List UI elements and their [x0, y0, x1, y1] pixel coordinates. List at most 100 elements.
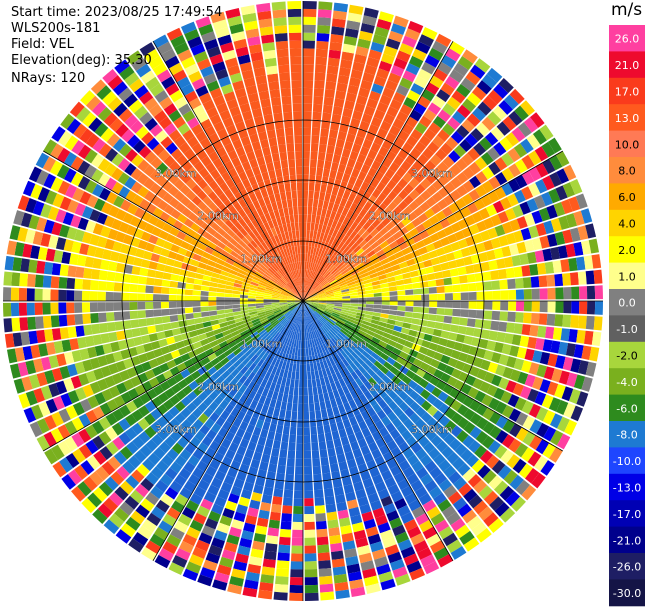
gate: [225, 374, 235, 384]
gate: [323, 424, 331, 434]
gate: [254, 336, 262, 344]
gate: [104, 476, 119, 491]
gate: [239, 420, 249, 431]
gate: [346, 158, 356, 169]
gate: [233, 381, 243, 391]
gate: [521, 447, 535, 463]
gate: [83, 324, 93, 336]
gate: [198, 167, 210, 179]
gate: [414, 183, 426, 195]
gate: [336, 501, 348, 512]
gate: [509, 474, 524, 490]
gate: [593, 269, 603, 284]
gate: [449, 69, 465, 83]
gate: [278, 536, 291, 546]
gate: [243, 259, 252, 267]
gate: [304, 490, 314, 499]
gate: [520, 138, 534, 154]
gate: [318, 302, 327, 305]
gate: [348, 283, 357, 289]
gate: [400, 512, 415, 524]
gate: [455, 258, 465, 268]
gate: [273, 407, 281, 417]
gate: [225, 337, 235, 345]
gate: [252, 248, 261, 257]
gate: [320, 258, 327, 267]
gate: [283, 256, 289, 265]
gate: [314, 223, 319, 232]
gate: [312, 111, 322, 121]
gate: [384, 267, 393, 274]
ray: [52, 301, 303, 478]
gate: [366, 249, 376, 258]
gate: [385, 422, 396, 433]
gate: [286, 346, 291, 355]
gate: [411, 276, 420, 284]
gate: [527, 451, 542, 467]
gate: [326, 299, 335, 301]
gate: [22, 180, 36, 197]
gate: [357, 403, 367, 414]
gate: [415, 352, 426, 362]
gate: [272, 293, 281, 297]
gate: [321, 384, 328, 394]
gate: [272, 104, 283, 114]
gate: [293, 119, 302, 128]
gate: [423, 108, 437, 122]
ray: [166, 27, 303, 301]
gate: [364, 246, 373, 255]
gate: [179, 224, 190, 234]
gate: [168, 129, 182, 142]
gate: [373, 393, 383, 403]
gate: [157, 428, 170, 441]
gate: [286, 283, 293, 290]
gate: [420, 307, 430, 314]
gate: [216, 309, 226, 315]
gate: [115, 262, 126, 273]
gate: [290, 271, 295, 280]
gate: [322, 343, 329, 352]
gate: [324, 271, 331, 279]
gate: [307, 278, 312, 287]
gate: [311, 339, 316, 348]
gate: [150, 340, 161, 350]
gate: [462, 468, 477, 482]
gate: [176, 288, 186, 295]
gate: [526, 198, 539, 212]
gate: [449, 163, 462, 176]
gate: [558, 370, 570, 385]
gate: [334, 212, 341, 222]
gate: [4, 333, 15, 348]
gate: [100, 225, 111, 238]
gate: [295, 371, 300, 380]
gate: [483, 350, 494, 361]
gate: [232, 286, 242, 292]
gate: [200, 155, 212, 167]
gate: [377, 356, 387, 366]
gate: [350, 514, 363, 525]
gate: [299, 237, 303, 246]
gate: [268, 279, 277, 286]
ray: [128, 301, 303, 553]
gate: [389, 161, 400, 173]
gate: [349, 253, 358, 261]
gate: [267, 267, 275, 275]
gate: [509, 88, 525, 105]
gate: [278, 64, 290, 74]
gate: [309, 339, 313, 348]
gate: [322, 359, 329, 369]
gate: [275, 168, 283, 178]
gate: [531, 301, 540, 312]
gate: [450, 241, 461, 252]
gate: [370, 241, 380, 250]
gate: [257, 436, 267, 446]
gate: [45, 342, 56, 356]
gate: [151, 396, 163, 408]
gate: [132, 531, 149, 546]
gate: [350, 441, 360, 451]
gate: [460, 309, 469, 318]
gate: [297, 348, 301, 357]
gate: [232, 234, 242, 243]
gate: [253, 532, 266, 543]
gate: [304, 592, 319, 601]
